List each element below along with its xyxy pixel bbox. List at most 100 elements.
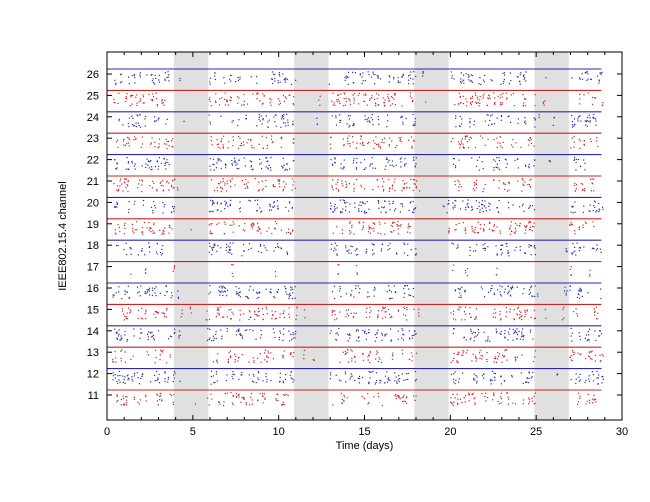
activity-dot: [491, 287, 493, 290]
activity-dot: [508, 182, 511, 184]
activity-dot: [499, 136, 501, 138]
activity-dot: [265, 166, 267, 168]
activity-dot: [258, 181, 260, 183]
activity-dot: [578, 115, 580, 118]
activity-dot: [215, 333, 217, 336]
activity-dot: [476, 244, 478, 246]
activity-dot: [390, 340, 392, 342]
activity-dot: [361, 76, 363, 78]
activity-dot: [124, 315, 126, 317]
activity-dot: [238, 287, 240, 289]
activity-dot: [289, 340, 291, 342]
activity-dot: [462, 350, 464, 352]
activity-dot: [499, 230, 501, 232]
activity-dot: [258, 296, 260, 299]
activity-dot: [499, 319, 502, 321]
activity-dot: [491, 229, 493, 231]
activity-dot: [381, 185, 384, 188]
activity-dot: [452, 269, 454, 271]
activity-dot: [564, 286, 566, 288]
activity-dot: [222, 294, 224, 297]
activity-dot: [224, 208, 226, 210]
activity-dot: [595, 118, 597, 120]
activity-dot: [506, 392, 508, 394]
activity-dot: [228, 248, 230, 250]
activity-dot: [266, 313, 268, 315]
activity-dot: [250, 161, 253, 163]
activity-dot: [207, 327, 209, 330]
activity-dot: [359, 288, 361, 290]
activity-dot: [578, 294, 580, 296]
activity-dot: [474, 250, 477, 252]
activity-dot: [476, 376, 478, 378]
activity-dot: [280, 404, 283, 406]
activity-dot: [123, 378, 125, 381]
activity-dot: [275, 317, 277, 319]
activity-dot: [210, 375, 212, 378]
activity-dot: [149, 294, 151, 296]
activity-dot: [415, 180, 418, 182]
activity-dot: [412, 395, 415, 397]
activity-dot: [466, 135, 468, 137]
activity-dot: [173, 266, 176, 268]
activity-dot: [349, 203, 351, 205]
activity-dot: [402, 187, 404, 189]
activity-dot: [289, 202, 291, 204]
activity-dot: [415, 187, 417, 189]
activity-dot: [214, 72, 216, 74]
activity-dot: [496, 157, 498, 159]
activity-dot: [293, 351, 295, 354]
activity-dot: [222, 144, 224, 146]
activity-dot: [330, 205, 332, 207]
activity-dot: [377, 351, 379, 354]
activity-dot: [369, 316, 371, 318]
activity-dot: [236, 96, 239, 98]
activity-dot: [163, 143, 165, 145]
activity-dot: [264, 359, 266, 361]
activity-dot: [466, 141, 469, 143]
activity-dot: [345, 77, 348, 79]
activity-dot: [152, 78, 154, 80]
activity-dot: [530, 285, 532, 287]
activity-dot: [386, 371, 388, 373]
activity-dot: [474, 146, 477, 149]
activity-dot: [390, 104, 392, 107]
activity-dot: [210, 393, 212, 395]
activity-dot: [398, 378, 401, 380]
activity-dot: [599, 360, 601, 362]
activity-dot: [479, 77, 481, 79]
activity-dot: [148, 246, 150, 248]
activity-dot: [586, 339, 588, 342]
activity-dot: [284, 78, 286, 80]
activity-dot: [525, 98, 527, 100]
activity-dot: [581, 295, 583, 297]
activity-dot: [122, 397, 124, 400]
activity-dot: [511, 287, 513, 289]
activity-dot: [274, 77, 276, 80]
activity-dot: [281, 116, 283, 118]
activity-dot: [577, 352, 579, 354]
activity-dot: [388, 75, 390, 77]
activity-dot: [569, 224, 571, 227]
activity-dot: [363, 159, 366, 161]
activity-dot: [267, 168, 269, 170]
activity-dot: [349, 142, 351, 145]
activity-dot: [283, 79, 285, 81]
activity-dot: [153, 339, 156, 341]
activity-dot: [528, 372, 530, 374]
activity-dot: [258, 114, 260, 116]
activity-dot: [226, 99, 228, 101]
activity-dot: [457, 381, 460, 383]
activity-dot: [481, 137, 484, 139]
activity-dot: [579, 373, 581, 376]
activity-dot: [364, 118, 366, 121]
activity-dot: [500, 333, 502, 335]
x-tick-label-30: 30: [616, 426, 628, 438]
activity-dot: [165, 362, 168, 364]
activity-dot: [464, 290, 467, 292]
activity-dot: [265, 157, 267, 159]
activity-dot: [213, 189, 216, 192]
activity-dot: [358, 208, 360, 210]
activity-dot: [469, 136, 471, 139]
activity-dot: [391, 358, 394, 360]
